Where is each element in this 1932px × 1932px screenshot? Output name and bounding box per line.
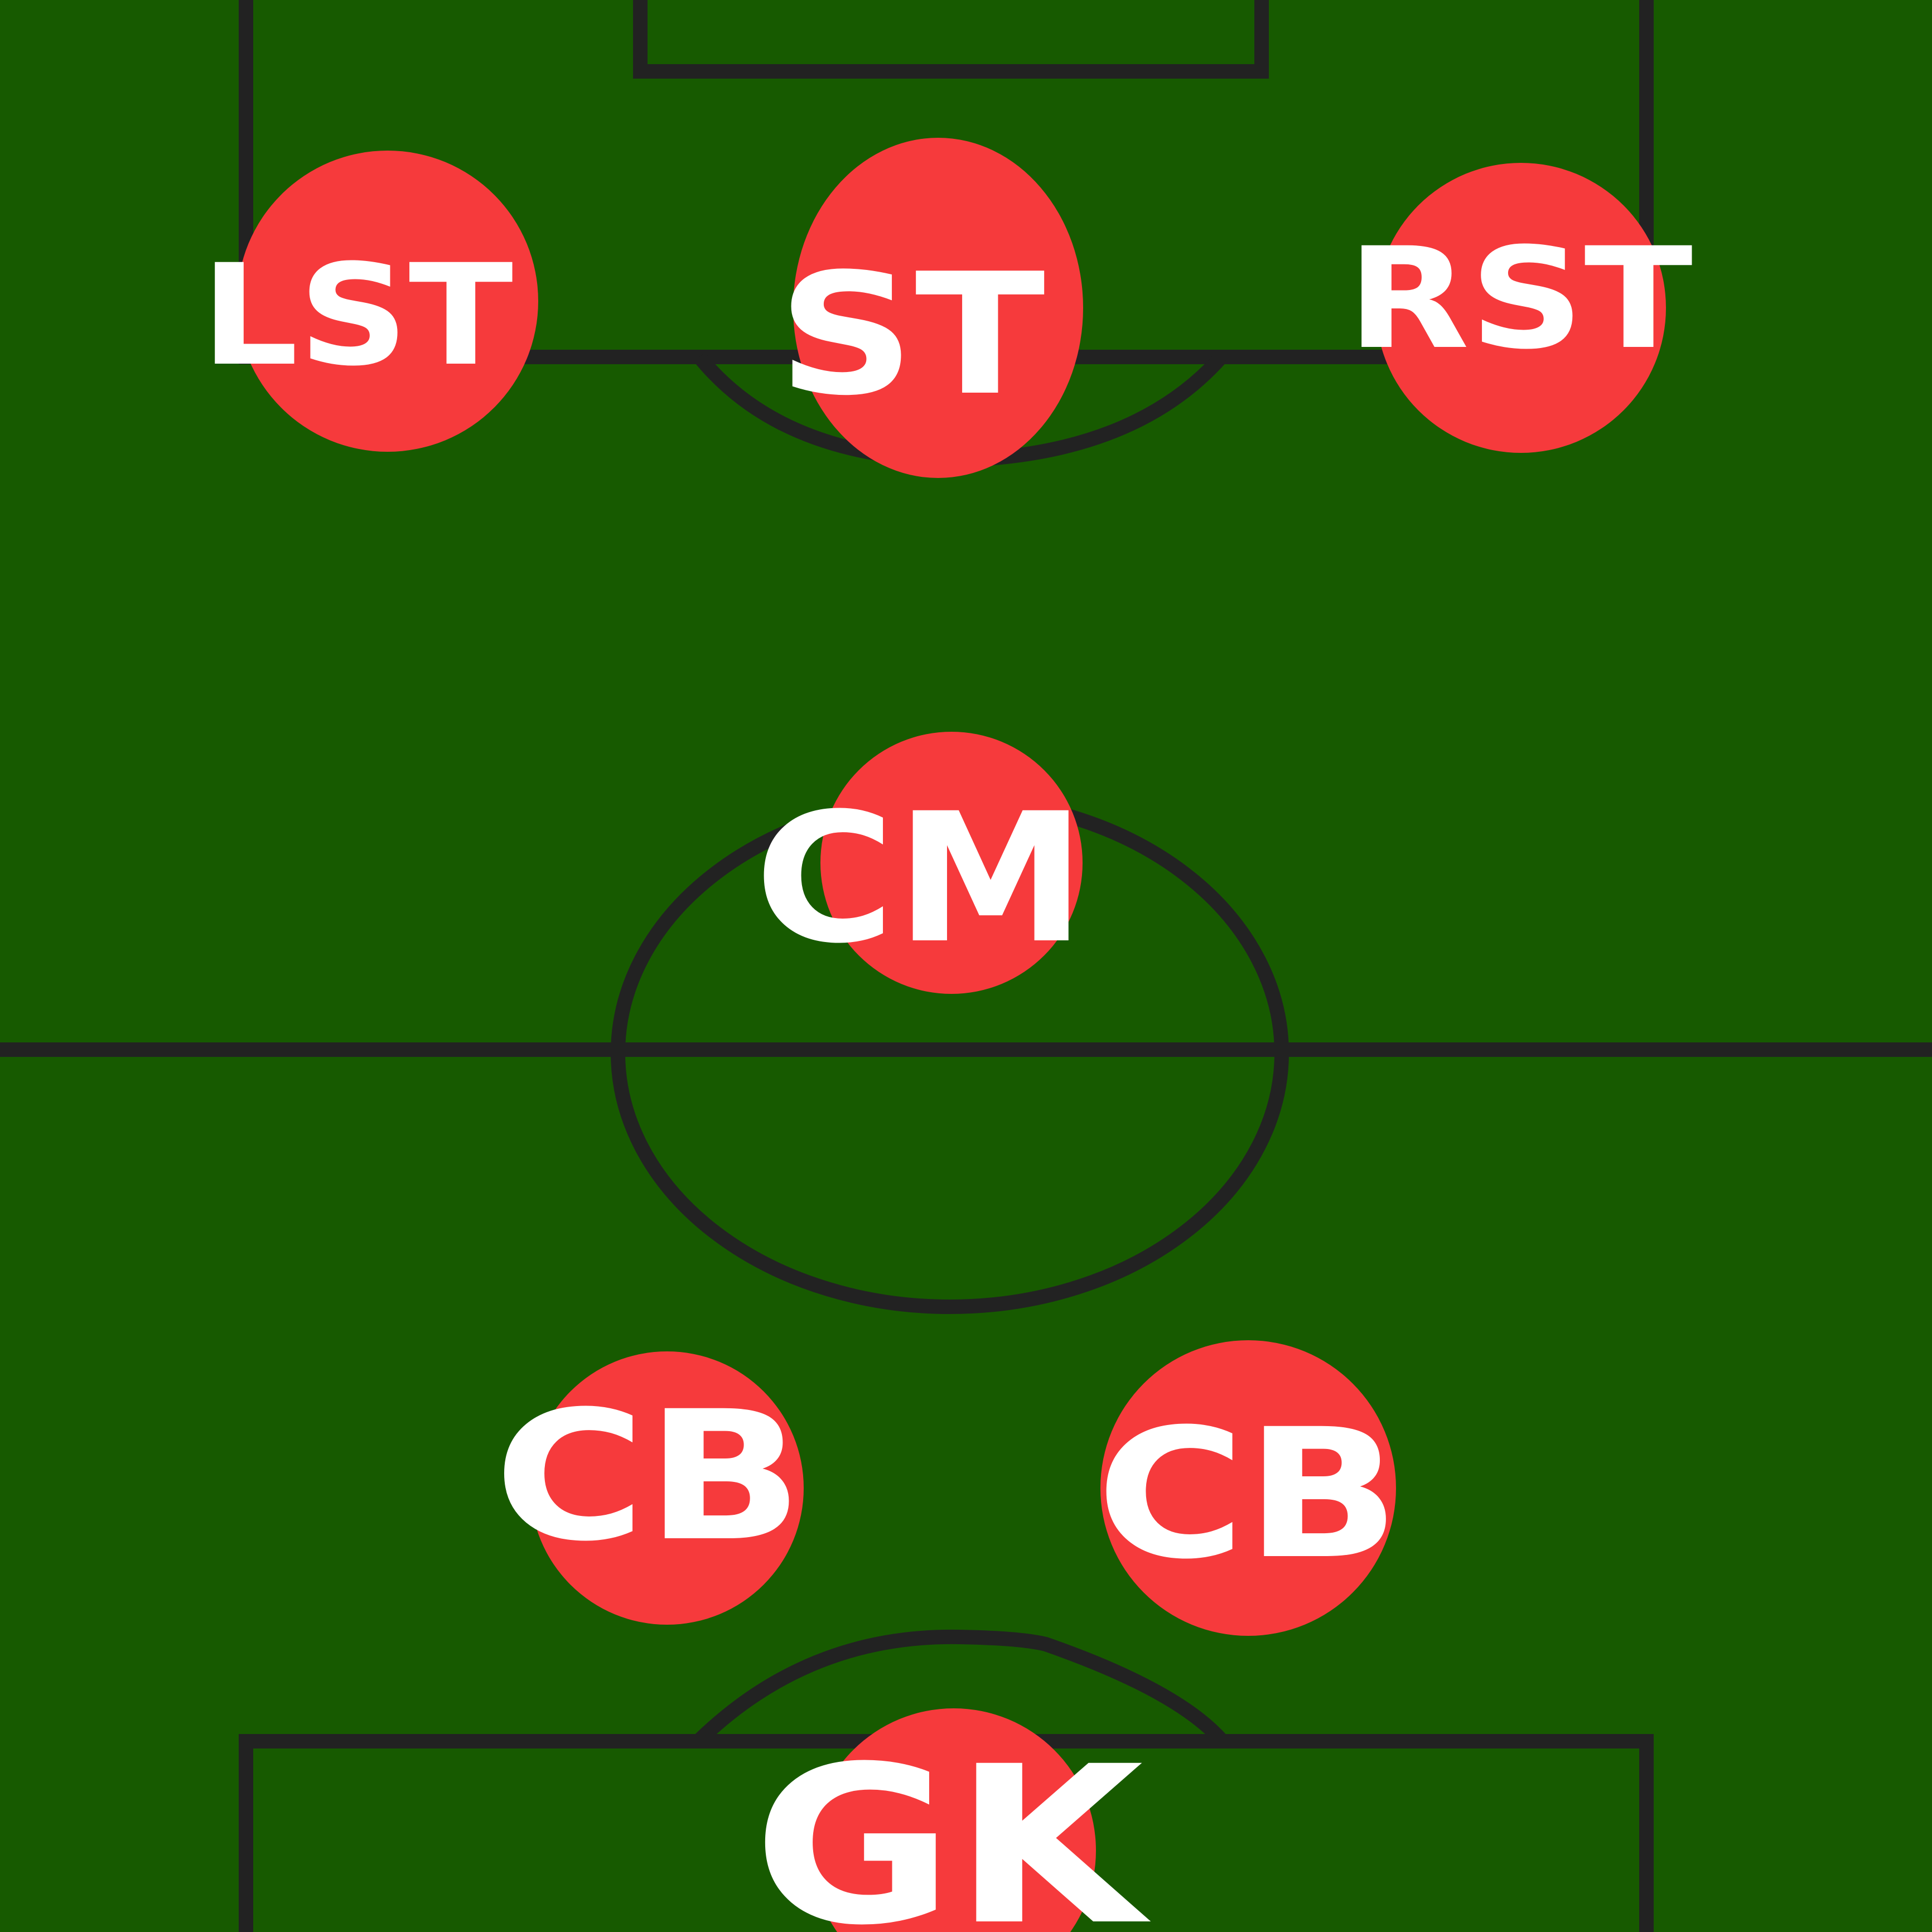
- cm-marker: [820, 732, 1083, 994]
- rst-label: RST: [1347, 218, 1693, 380]
- st-marker: [793, 138, 1083, 478]
- rst-marker: [1376, 163, 1666, 453]
- cm-label: CM: [755, 775, 1086, 983]
- lst-marker: [237, 151, 538, 452]
- gk-label: GK: [753, 1720, 1152, 1932]
- lst-label: LST: [201, 234, 513, 397]
- player-markers: [237, 138, 1666, 1932]
- gk-marker: [812, 1708, 1096, 1932]
- cb-left-label: CB: [494, 1373, 804, 1581]
- st-label: ST: [777, 238, 1046, 432]
- cb-right-marker: [1100, 1340, 1396, 1636]
- bottom-penalty-arc: [694, 1629, 1227, 1746]
- cb-right-label: CB: [1097, 1391, 1400, 1598]
- cb-left-marker: [530, 1351, 804, 1625]
- top-goal-area: [633, 0, 1269, 79]
